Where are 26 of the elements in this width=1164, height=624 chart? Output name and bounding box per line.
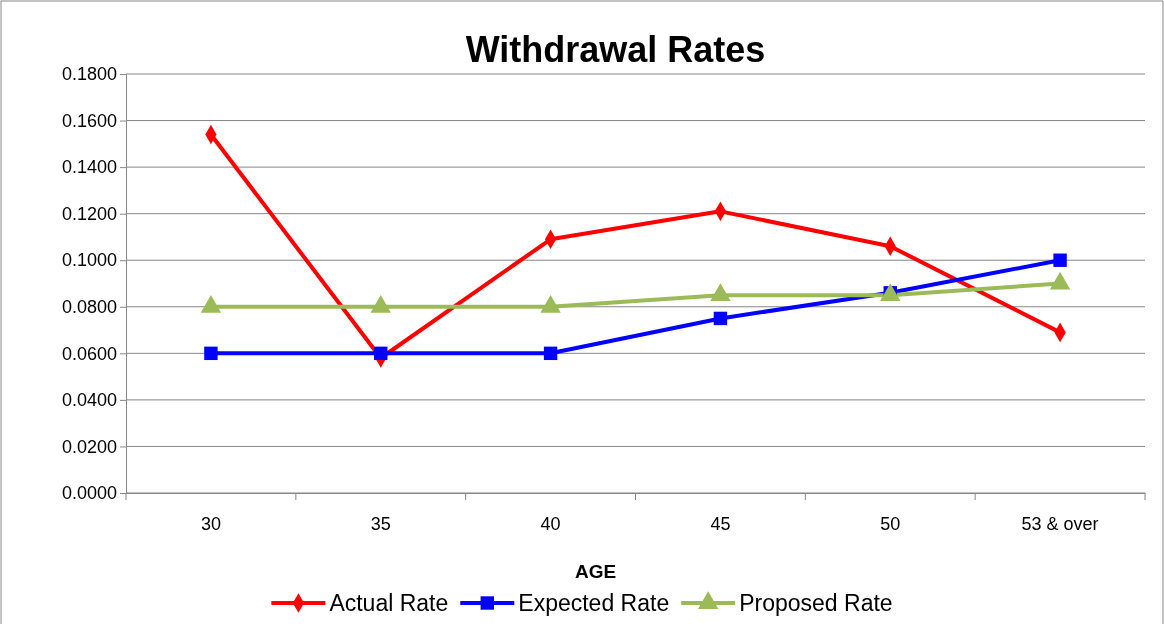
x-tick-label: 30 (200, 513, 221, 534)
point (204, 346, 218, 361)
y-tick-label: 0.0400 (61, 390, 117, 411)
y-tick-label: 0.0000 (61, 483, 117, 504)
x-tick-label: 53 & over (1021, 513, 1099, 534)
point (1053, 253, 1067, 267)
point (374, 346, 388, 361)
x-tick-label: 40 (540, 513, 561, 534)
legend-label: Expected Rate (518, 590, 670, 616)
y-tick-label: 0.1400 (61, 157, 117, 178)
x-axis-title: AGE (574, 561, 617, 582)
point (543, 346, 558, 361)
x-tick-label: 50 (880, 513, 901, 534)
y-tick-label: 0.1800 (61, 64, 117, 85)
chart-title: Withdrawal Rates (465, 29, 766, 70)
point (713, 311, 728, 326)
y-tick-label: 0.1600 (61, 110, 117, 131)
legend-label: Proposed Rate (739, 590, 893, 616)
y-tick-label: 0.0800 (61, 297, 117, 318)
legend-label: Actual Rate (329, 590, 449, 616)
y-tick-label: 0.1000 (61, 250, 117, 271)
y-tick-label: 0.0200 (61, 436, 117, 457)
x-tick-label: 35 (370, 513, 391, 534)
y-tick-label: 0.0600 (61, 343, 117, 364)
x-tick-label: 45 (710, 513, 731, 534)
y-tick-label: 0.1200 (61, 203, 117, 224)
